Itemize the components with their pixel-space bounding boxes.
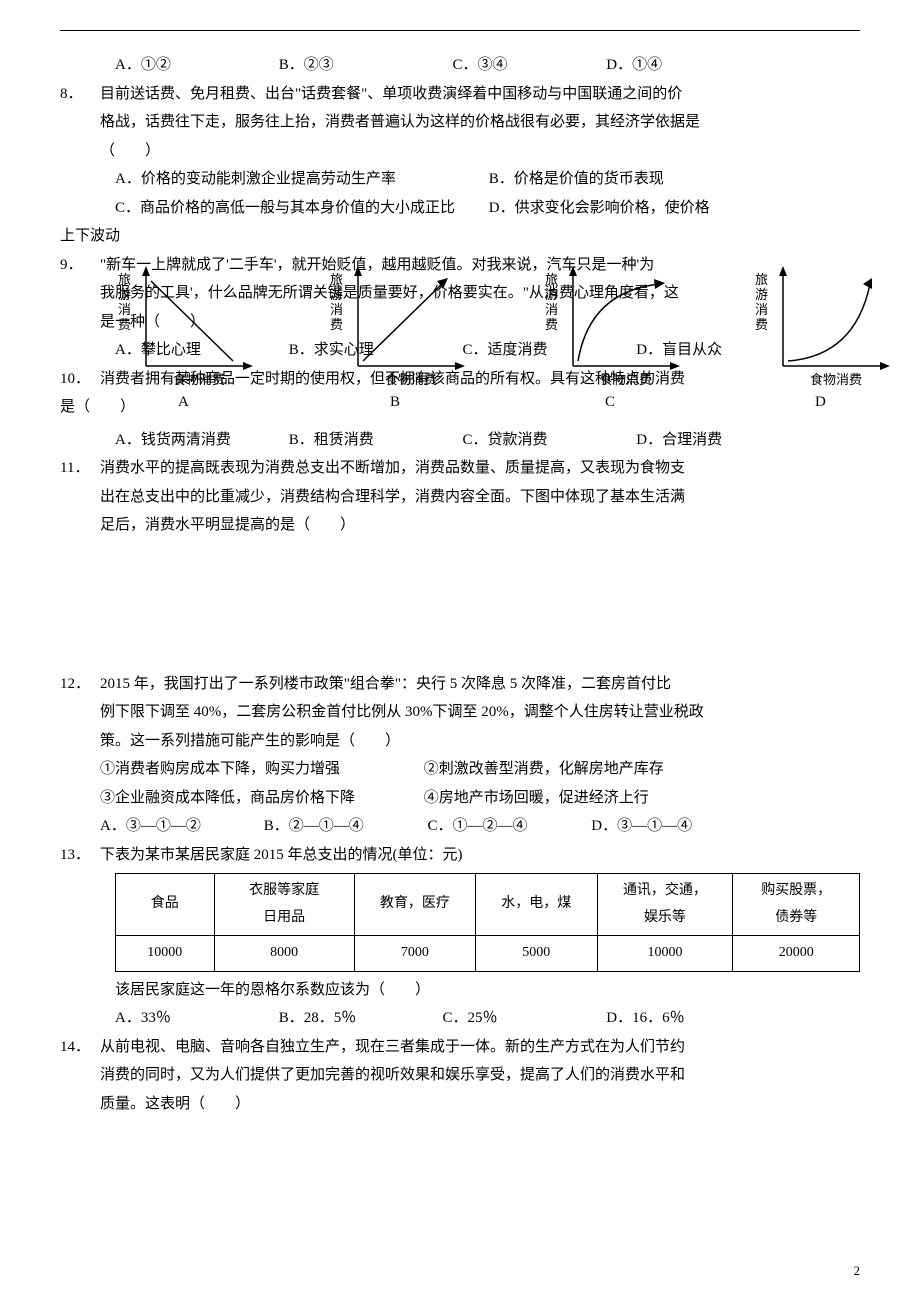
q12-opt-c: C．①—②—④ [428,812,588,841]
q8-opt-b: B．价格是价值的货币表现 [489,165,664,194]
q7-opt-c: C．③④ [453,51,603,80]
q8-stem2: 格战，话费往下走，服务往上抬，消费者普遍认为这样的价格战很有必要，其经济学依据是 [60,108,860,137]
q9-stem3: 是一种（ ） [60,308,860,337]
q11-stem2: 出在总支出中的比重减少，消费结构合理科学，消费内容全面。下图中体现了基本生活满 [60,483,860,512]
q9-stem2: 我服务的工具'，什么品牌无所谓关键是质量要好，价格要实在。"从消费心理角度看，这 [60,279,860,308]
q9: 9．"新车一上牌就成了'二手车'，就开始贬值，越用越贬值。对我来说，汽车只是一种… [60,251,860,365]
q10-opt-d: D．合理消费 [636,426,806,455]
q12-s2: ②刺激改善型消费，化解房地产库存 [424,761,664,777]
td-5: 20000 [733,936,860,972]
td-2: 7000 [354,936,475,972]
q12-s4: ④房地产市场回暖，促进经济上行 [424,790,649,806]
q8-opt-a: A．价格的变动能刺激企业提高劳动生产率 [115,165,485,194]
q12-opt-d: D．③—①—④ [591,812,692,841]
q14-stem1: 从前电视、电脑、音响各自独立生产，现在三者集成于一体。新的生产方式在为人们节约 [100,1039,685,1055]
q9-opt-d: D．盲目从众 [636,336,806,365]
q11: 11．消费水平的提高既表现为消费总支出不断增加，消费品数量、质量提高，又表现为食… [60,454,860,540]
q11-num: 11． [60,454,100,483]
q10-num: 10． [60,365,100,394]
table-row: 10000 8000 7000 5000 10000 20000 [116,936,860,972]
q8-opt-d-cont: 上下波动 [60,222,860,251]
td-0: 10000 [116,936,215,972]
th-1: 衣服等家庭日用品 [214,874,354,936]
q13-after: 该居民家庭这一年的恩格尔系数应该为（ ） [60,976,860,1005]
q10: 10．消费者拥有某种商品一定时期的使用权，但不拥有该商品的所有权。具有这种特点的… [60,365,860,422]
q12-num: 12． [60,670,100,699]
q11-stem1: 消费水平的提高既表现为消费总支出不断增加，消费品数量、质量提高，又表现为食物支 [100,460,685,476]
q9-opt-a: A．攀比心理 [115,336,285,365]
q14: 14．从前电视、电脑、音响各自独立生产，现在三者集成于一体。新的生产方式在为人们… [60,1033,860,1119]
q12-opt-b: B．②—①—④ [264,812,424,841]
q10-opt-c: C．贷款消费 [463,426,633,455]
q10-stem1: 消费者拥有某种商品一定时期的使用权，但不拥有该商品的所有权。具有这种特点的消费 [100,371,685,387]
q8-opt-c: C．商品价格的高低一般与其本身价值的大小成正比 [115,194,485,223]
q10-opt-a: A．钱货两清消费 [115,426,285,455]
q13-table: 食品 衣服等家庭日用品 教育，医疗 水，电，煤 通讯，交通，娱乐等 购买股票，债… [115,873,860,972]
q13-num: 13． [60,841,100,870]
q9-num: 9． [60,251,100,280]
q10-stem2: 是（ ） [60,393,860,422]
q12: 12．2015 年，我国打出了一系列楼市政策"组合拳"：央行 5 次降息 5 次… [60,670,860,841]
q8-opt-d: D．供求变化会影响价格，使价格 [489,194,710,223]
th-0: 食品 [116,874,215,936]
q13-opt-c: C．25％ [443,1004,603,1033]
q12-opt-a: A．③—①—② [100,812,260,841]
q7-opt-b: B．②③ [279,51,449,80]
q11-diagram-space [60,540,860,670]
q12-s1: ①消费者购房成本下降，购买力增强 [100,755,420,784]
q8-num: 8． [60,80,100,109]
q8-stem3: （ ） [60,137,860,166]
th-2: 教育，医疗 [354,874,475,936]
page-number: 2 [854,1259,861,1284]
td-1: 8000 [214,936,354,972]
th-5: 购买股票，债券等 [733,874,860,936]
q12-stem2: 例下限下调至 40%，二套房公积金首付比例从 30%下调至 20%，调整个人住房… [60,698,860,727]
q10-options: A．钱货两清消费 B．租赁消费 C．贷款消费 D．合理消费 [60,426,860,455]
q7-opt-d: D．①④ [606,51,662,80]
q11-stem3: 足后，消费水平明显提高的是（ ） [60,511,860,540]
q14-num: 14． [60,1033,100,1062]
top-rule [60,30,860,31]
th-3: 水，电，煤 [476,874,597,936]
q7-opt-a: A．①② [115,51,275,80]
table-row: 食品 衣服等家庭日用品 教育，医疗 水，电，煤 通讯，交通，娱乐等 购买股票，债… [116,874,860,936]
q13-opt-d: D．16．6％ [606,1004,684,1033]
q10-opt-b: B．租赁消费 [289,426,459,455]
q14-stem3: 质量。这表明（ ） [60,1090,860,1119]
q14-stem2: 消费的同时，又为人们提供了更加完善的视听效果和娱乐享受，提高了人们的消费水平和 [60,1061,860,1090]
q9-opt-c: C．适度消费 [463,336,633,365]
q9-opt-b: B．求实心理 [289,336,459,365]
q8: 8．目前送话费、免月租费、出台"话费套餐"、单项收费演绎着中国移动与中国联通之间… [60,80,860,251]
q13-stem: 下表为某市某居民家庭 2015 年总支出的情况(单位：元) [100,847,463,863]
q13-opt-b: B．28．5％ [279,1004,439,1033]
th-4: 通讯，交通，娱乐等 [597,874,733,936]
q13: 13．下表为某市某居民家庭 2015 年总支出的情况(单位：元) 食品 衣服等家… [60,841,860,1033]
q13-opt-a: A．33％ [115,1004,275,1033]
q12-stem1: 2015 年，我国打出了一系列楼市政策"组合拳"：央行 5 次降息 5 次降准，… [100,676,671,692]
q9-stem1: "新车一上牌就成了'二手车'，就开始贬值，越用越贬值。对我来说，汽车只是一种'为 [100,257,654,273]
q8-stem1: 目前送话费、免月租费、出台"话费套餐"、单项收费演绎着中国移动与中国联通之间的价 [100,86,682,102]
q12-s3: ③企业融资成本降低，商品房价格下降 [100,784,420,813]
q7-options: A．①② B．②③ C．③④ D．①④ [60,51,860,80]
td-4: 10000 [597,936,733,972]
q12-stem3: 策。这一系列措施可能产生的影响是（ ） [60,727,860,756]
td-3: 5000 [476,936,597,972]
